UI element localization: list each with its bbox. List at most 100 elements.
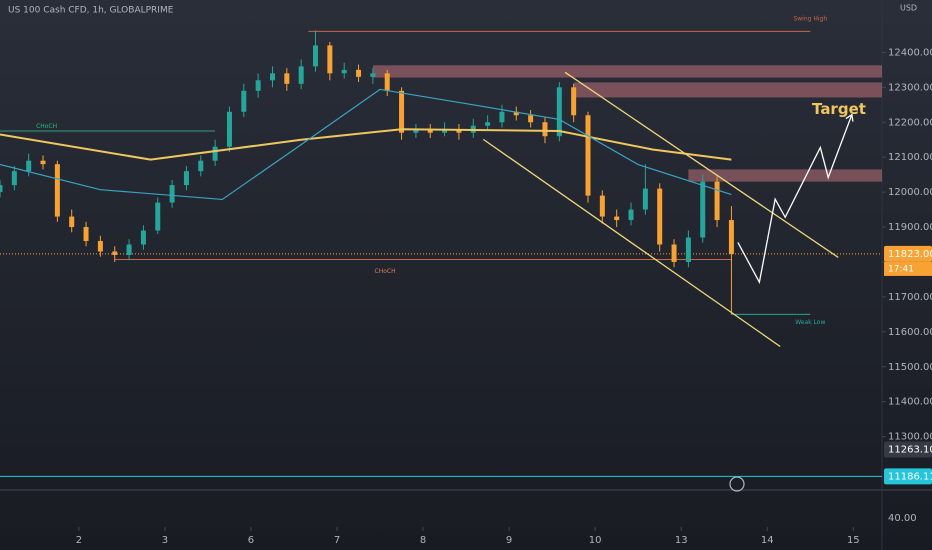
currency: USD: [900, 4, 917, 13]
chart-title: US 100 Cash CFD, 1h, GLOBALPRIME: [8, 6, 174, 16]
candle-body: [413, 129, 419, 133]
x-tick-label: 2: [76, 535, 82, 546]
price-tag: [884, 468, 932, 485]
candle-body: [356, 69, 362, 77]
candle-body: [226, 111, 232, 147]
candle-body: [427, 129, 433, 133]
candle-body: [198, 160, 204, 172]
y-tick-label: 12300.00: [888, 82, 932, 93]
overlay-line: [482, 138, 781, 348]
candle-body: [642, 188, 648, 210]
candle-body: [284, 73, 290, 84]
supply-zone: [688, 169, 882, 182]
supply-zone: [573, 82, 882, 98]
candle-body: [614, 216, 620, 221]
candle-body: [513, 111, 519, 116]
candle-body: [585, 115, 591, 196]
annotation: Swing High: [793, 16, 827, 23]
price-tag-label: 11263.10: [888, 444, 932, 455]
candle-body: [571, 87, 577, 116]
candle-body: [97, 241, 103, 252]
candle-body: [628, 209, 634, 221]
candle-body: [126, 244, 132, 255]
y-tick-label: 12000.00: [888, 187, 932, 198]
candle-body: [40, 160, 46, 165]
price-tag-label: 11186.11: [888, 471, 932, 482]
candle-body: [485, 122, 491, 126]
overlay-line: [0, 88, 732, 201]
y-tick-label: 12400.00: [888, 47, 932, 58]
candle-body: [499, 111, 505, 123]
y-tick-label: 11700.00: [888, 292, 932, 303]
candle-body: [54, 164, 60, 217]
countdown-box: [884, 261, 932, 276]
candle-body: [714, 181, 720, 221]
candle-body: [528, 115, 534, 123]
y-tick-label: 11600.00: [888, 327, 932, 338]
candle-body: [26, 160, 32, 172]
candle-body: [327, 45, 333, 74]
overlay-line: [0, 128, 732, 161]
lower-panel: [0, 491, 882, 527]
candle-body: [313, 45, 319, 67]
x-tick-label: 8: [420, 535, 426, 546]
last-price-tag: [884, 245, 932, 262]
candle-body: [83, 227, 89, 242]
y-tick-label: 11900.00: [888, 222, 932, 233]
overlay-line: [737, 114, 853, 285]
last-price-tag-label: 11823.00: [888, 249, 932, 260]
y-tick-label: 12100.00: [888, 152, 932, 163]
y-tick-label: 11400.00: [888, 397, 932, 408]
candle-body: [212, 146, 218, 161]
candle-body: [384, 73, 390, 91]
candle-body: [542, 122, 548, 137]
candle-body: [341, 69, 347, 74]
candle-body: [0, 185, 3, 193]
candle-body: [112, 251, 118, 255]
candle-body: [255, 80, 261, 91]
candle-body: [556, 87, 562, 137]
candle-body: [399, 90, 405, 133]
annotation: CHoCH: [36, 123, 57, 130]
lower-panel-label: 40.00: [888, 513, 917, 524]
price-tag: [884, 441, 932, 458]
x-tick-label: 14: [761, 535, 774, 546]
x-tick-label: 7: [334, 535, 340, 546]
x-tick-label: 13: [675, 535, 688, 546]
candle-body: [241, 90, 247, 112]
candle-body: [140, 230, 146, 245]
supply-zone: [372, 65, 882, 78]
candle-body: [442, 129, 448, 133]
overlay-line: [564, 71, 839, 258]
candle-body: [657, 188, 663, 245]
candle-body: [298, 66, 304, 84]
candle-body: [728, 220, 734, 254]
y-tick-label: 11300.00: [888, 432, 932, 443]
candle-body: [269, 73, 275, 81]
x-tick-label: 6: [248, 535, 254, 546]
candle-body: [11, 171, 17, 186]
x-tick-label: 9: [506, 535, 512, 546]
candle-body: [599, 195, 605, 217]
candle-body: [155, 202, 161, 231]
annotation: Target: [812, 100, 866, 118]
x-tick-label: 15: [847, 535, 860, 546]
candle-body: [69, 216, 75, 228]
target-arrowhead: [845, 113, 854, 122]
candle-body: [169, 185, 175, 203]
candle-body: [685, 237, 691, 262]
x-tick-label: 3: [162, 535, 168, 546]
y-tick-label: 12200.00: [888, 117, 932, 128]
candle-body: [370, 73, 376, 77]
annotation: CHoCH: [375, 268, 396, 275]
y-tick-label: 11500.00: [888, 362, 932, 373]
candle-body: [671, 244, 677, 262]
candle-body: [183, 171, 189, 186]
candle-body: [456, 129, 462, 133]
x-tick-label: 10: [589, 535, 602, 546]
countdown: 17:41: [888, 264, 914, 274]
candle-body: [700, 181, 706, 238]
replay-icon[interactable]: [729, 476, 745, 492]
